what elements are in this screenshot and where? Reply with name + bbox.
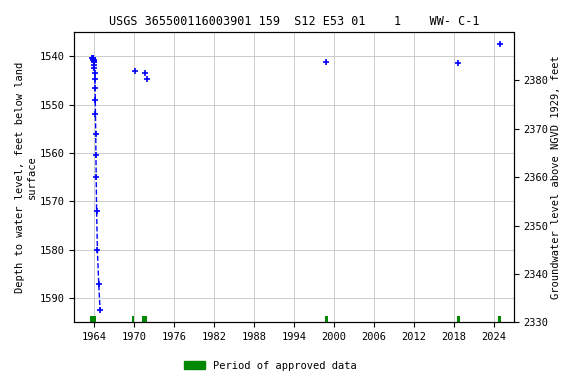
Bar bbox=[90, 316, 96, 323]
Bar bbox=[145, 316, 147, 323]
Bar bbox=[142, 316, 145, 323]
Legend: Period of approved data: Period of approved data bbox=[180, 357, 361, 375]
Y-axis label: Depth to water level, feet below land
surface: Depth to water level, feet below land su… bbox=[15, 61, 37, 293]
Bar bbox=[132, 316, 134, 323]
Y-axis label: Groundwater level above NGVD 1929, feet: Groundwater level above NGVD 1929, feet bbox=[551, 55, 561, 299]
Bar bbox=[325, 316, 328, 323]
Bar bbox=[498, 316, 501, 323]
Title: USGS 365500116003901 159  S12 E53 01    1    WW- C-1: USGS 365500116003901 159 S12 E53 01 1 WW… bbox=[108, 15, 479, 28]
Bar bbox=[457, 316, 460, 323]
